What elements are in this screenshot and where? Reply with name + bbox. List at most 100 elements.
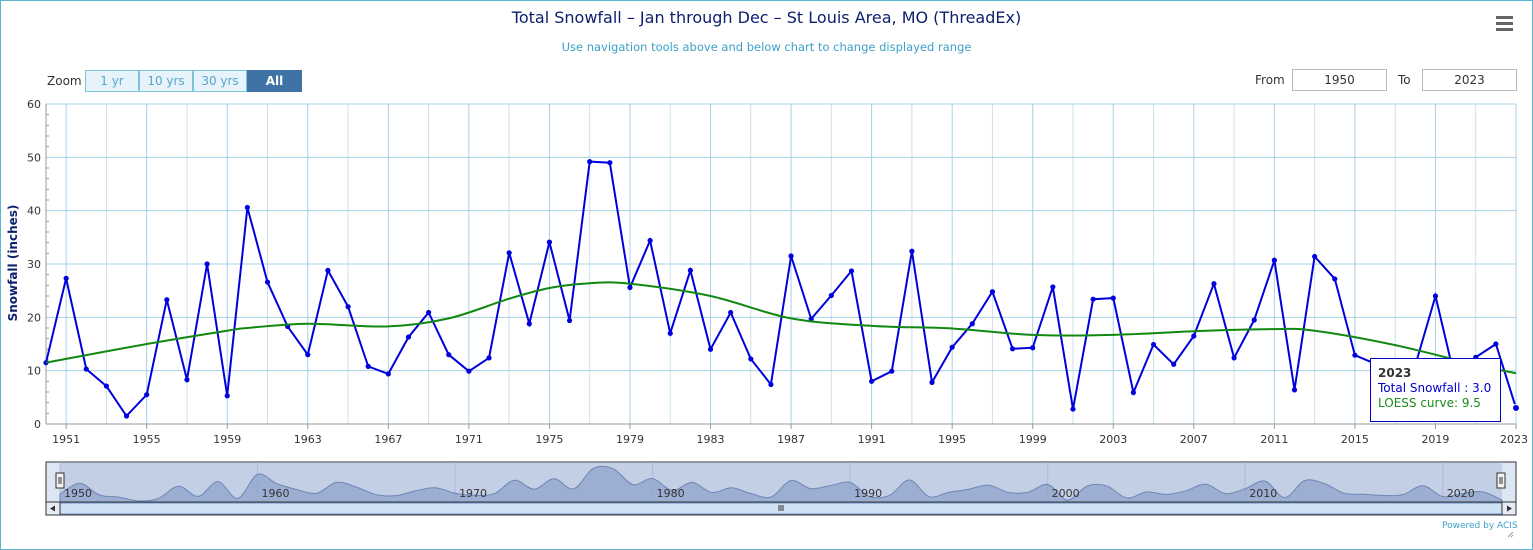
navigator-label: 1980 <box>657 487 685 500</box>
data-point[interactable] <box>1271 257 1277 263</box>
navigator-selected-range[interactable] <box>60 462 1502 502</box>
data-point[interactable] <box>1090 296 1096 302</box>
data-point[interactable] <box>889 368 895 374</box>
data-point[interactable] <box>969 321 975 327</box>
navigator-labels: 1950 1960 1970 1980 1990 2000 2010 2020 <box>64 487 1475 500</box>
data-point[interactable] <box>1070 406 1076 412</box>
data-point[interactable] <box>63 275 69 281</box>
data-point[interactable] <box>405 334 412 340</box>
data-point[interactable] <box>1009 346 1016 352</box>
navigator-left-handle[interactable] <box>55 472 65 489</box>
data-point[interactable] <box>1291 387 1298 393</box>
data-point[interactable] <box>929 379 935 385</box>
data-point[interactable] <box>607 160 613 166</box>
range-to-label: To <box>1398 73 1411 87</box>
tooltip-year: 2023 <box>1378 366 1412 380</box>
data-point[interactable] <box>869 378 875 384</box>
data-point[interactable] <box>264 279 271 285</box>
data-point[interactable] <box>647 237 653 244</box>
data-point[interactable] <box>707 346 714 352</box>
data-point[interactable] <box>224 393 230 399</box>
hovered-data-point[interactable] <box>1512 404 1520 412</box>
data-point[interactable] <box>1130 389 1136 396</box>
data-point[interactable] <box>748 356 754 362</box>
data-point[interactable] <box>1251 317 1257 323</box>
data-point[interactable] <box>184 377 190 383</box>
arrow-left-icon <box>50 505 55 512</box>
data-point[interactable] <box>1110 295 1116 301</box>
x-tick-label: 1987 <box>777 433 805 446</box>
data-point[interactable] <box>1150 341 1157 348</box>
y-gridlines <box>46 103 1516 425</box>
data-point[interactable] <box>587 159 593 165</box>
data-point[interactable] <box>1050 284 1056 290</box>
x-tick-label: 1991 <box>858 433 886 446</box>
data-point[interactable] <box>345 304 351 310</box>
data-point[interactable] <box>627 284 633 291</box>
data-point[interactable] <box>204 261 210 267</box>
data-point[interactable] <box>566 317 573 324</box>
data-point[interactable] <box>1493 341 1499 347</box>
data-point[interactable] <box>949 344 955 350</box>
data-point[interactable] <box>788 253 794 259</box>
data-point[interactable] <box>144 392 150 398</box>
data-point[interactable] <box>828 292 834 299</box>
data-point[interactable] <box>486 355 492 361</box>
data-point[interactable] <box>446 352 452 358</box>
zoom-10yrs-button[interactable]: 10 yrs <box>139 70 193 92</box>
data-point[interactable] <box>687 267 693 273</box>
navigator-label: 1960 <box>262 487 290 500</box>
data-point[interactable] <box>164 297 170 303</box>
range-to-input[interactable] <box>1422 69 1517 91</box>
data-point[interactable] <box>1231 355 1237 361</box>
data-point[interactable] <box>1211 281 1217 287</box>
navigator-right-handle[interactable] <box>1496 472 1506 489</box>
data-point[interactable] <box>546 239 553 245</box>
tooltip-series2: LOESS curve: 9.5 <box>1378 396 1481 410</box>
data-point[interactable] <box>1191 333 1197 339</box>
zoom-30yrs-button[interactable]: 30 yrs <box>193 70 247 92</box>
data-point[interactable] <box>466 368 472 374</box>
data-point[interactable] <box>909 248 915 254</box>
data-point[interactable] <box>667 330 673 336</box>
zoom-all-button[interactable]: All <box>247 70 302 92</box>
x-tick-label: 1983 <box>697 433 725 446</box>
x-tick-label: 2007 <box>1180 433 1208 446</box>
x-tick-label: 1967 <box>374 433 402 446</box>
data-point[interactable] <box>768 381 774 388</box>
navigator-label: 2010 <box>1249 487 1277 500</box>
data-point[interactable] <box>244 204 250 211</box>
hamburger-menu-icon[interactable] <box>1494 16 1514 32</box>
data-point[interactable] <box>385 371 391 377</box>
data-point[interactable] <box>1332 276 1338 282</box>
data-point[interactable] <box>325 267 331 273</box>
data-point[interactable] <box>989 289 996 295</box>
navigator-label: 1970 <box>459 487 487 500</box>
navigator-label: 2000 <box>1052 487 1080 500</box>
data-point[interactable] <box>1352 352 1358 358</box>
credit-link[interactable]: Powered by ACIS <box>1442 521 1518 531</box>
data-point[interactable] <box>426 309 432 316</box>
navigator-label: 2020 <box>1447 487 1475 500</box>
data-point[interactable] <box>305 352 311 358</box>
x-tick-label: 2023 <box>1500 433 1528 446</box>
data-point[interactable] <box>103 383 110 389</box>
data-point[interactable] <box>1171 361 1177 367</box>
data-point[interactable] <box>848 268 855 274</box>
axis-lines <box>45 104 1516 425</box>
data-point[interactable] <box>526 321 532 327</box>
data-point[interactable] <box>728 309 734 316</box>
data-point[interactable] <box>365 363 371 369</box>
scrollbar[interactable] <box>45 501 1517 516</box>
x-tick-label: 1955 <box>133 433 161 446</box>
data-point[interactable] <box>123 413 130 419</box>
data-point[interactable] <box>506 250 512 256</box>
tooltip-series1: Total Snowfall : 3.0 <box>1378 381 1492 395</box>
zoom-1yr-button[interactable]: 1 yr <box>85 70 139 92</box>
data-point[interactable] <box>1312 253 1318 260</box>
range-from-input[interactable] <box>1292 69 1387 91</box>
data-point[interactable] <box>1432 293 1439 299</box>
data-point[interactable] <box>1030 345 1036 351</box>
data-point[interactable] <box>83 366 89 372</box>
